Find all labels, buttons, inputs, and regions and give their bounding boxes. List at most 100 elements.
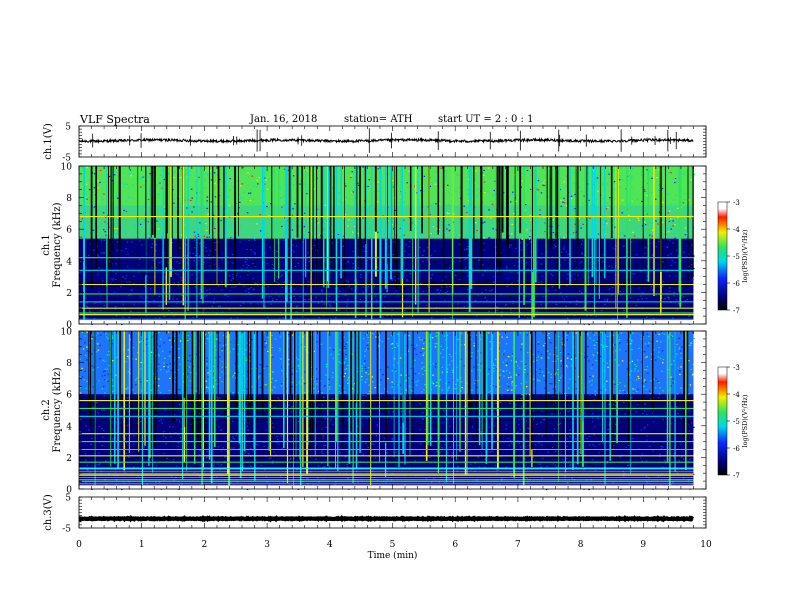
psd-speckle [431,337,434,339]
psd-speckle [136,302,138,304]
psd-speckle [300,171,302,173]
psd-speckle [352,223,355,225]
psd-speckle [107,331,109,333]
psd-speckle [405,389,407,392]
psd-speckle [574,367,576,369]
psd-speckle [628,303,630,305]
psd-speckle [347,225,349,227]
psd-speckle [252,198,254,200]
psd-speckle [247,184,249,186]
psd-speckle [151,197,153,199]
psd-speckle [471,267,474,269]
psd-speckle [156,233,159,235]
psd-speckle [477,222,479,224]
psd-speckle [652,317,655,319]
psd-speckle [423,339,426,341]
psd-speckle [249,192,252,194]
psd-speckle [466,225,468,227]
psd-speckle [446,204,448,207]
psd-speckle [151,358,153,360]
psd-speckle [146,253,148,255]
psd-speckle [509,242,511,244]
psd-speckle [126,241,129,243]
psd-speckle [537,189,540,191]
psd-speckle [304,236,306,238]
psd-speckle [683,193,686,195]
psd-speckle [572,232,575,234]
psd-speckle [600,344,603,346]
psd-speckle [89,228,91,230]
psd-speckle [508,250,511,252]
psd-speckle [673,250,676,252]
psd-speckle [367,207,370,209]
psd-speckle [372,223,374,226]
psd-speckle [180,295,183,297]
psd-speckle [363,202,365,205]
psd-speckle [666,270,668,272]
psd-speckle [503,350,506,352]
psd-speckle [254,310,256,312]
psd-speckle [487,373,490,375]
psd-speckle [658,453,661,455]
psd-speckle [94,206,96,208]
psd-speckle [613,344,616,346]
psd-speckle [391,277,394,280]
psd-speckle [397,169,399,171]
psd-speckle [250,287,252,289]
psd-speckle [388,259,390,261]
psd-speckle [575,388,577,390]
psd-speckle [120,305,123,307]
psd-speckle [448,381,450,383]
psd-speckle [535,297,538,299]
psd-speckle [163,366,165,368]
psd-speckle [578,290,581,292]
psd-speckle [456,173,458,175]
psd-speckle [134,379,137,381]
psd-speckle [245,388,248,390]
psd-speckle [692,363,695,366]
psd-speckle [517,365,519,367]
psd-speckle [250,249,252,251]
psd-speckle [662,251,665,253]
psd-speckle [423,366,425,368]
psd-speckle [115,315,118,317]
psd-speckle [173,176,175,179]
psd-speckle [515,228,517,230]
psd-speckle [206,313,208,315]
psd-speckle [668,275,671,277]
psd-speckle [400,393,402,395]
psd-speckle [662,359,664,361]
psd-speckle [352,189,355,191]
psd-speckle [513,213,515,215]
psd-speckle [605,345,607,347]
psd-speckle [371,444,374,446]
psd-speckle [663,333,666,335]
psd-speckle [203,252,206,255]
psd-speckle [247,198,249,200]
psd-speckle [488,209,490,211]
psd-speckle [513,285,515,287]
psd-speckle [349,289,351,291]
psd-speckle [572,208,574,210]
psd-speckle [346,341,348,344]
psd-speckle [419,339,421,341]
psd-speckle [125,200,127,202]
psd-speckle [269,247,272,249]
psd-speckle [530,350,532,352]
psd-speckle [291,214,294,216]
psd-speckle [212,386,215,388]
psd-speckle [644,403,646,405]
psd-speckle [358,459,361,461]
psd-speckle [273,401,275,403]
psd-speckle [668,220,671,222]
psd-speckle [412,235,415,237]
psd-speckle [221,311,224,313]
psd-speckle [364,290,366,292]
psd-speckle [128,294,130,297]
psd-speckle [519,285,522,287]
psd-speckle [376,266,379,268]
psd-speckle [343,202,345,204]
psd-speckle [418,214,420,216]
psd-speckle [265,183,267,185]
psd-speckle [525,285,527,287]
